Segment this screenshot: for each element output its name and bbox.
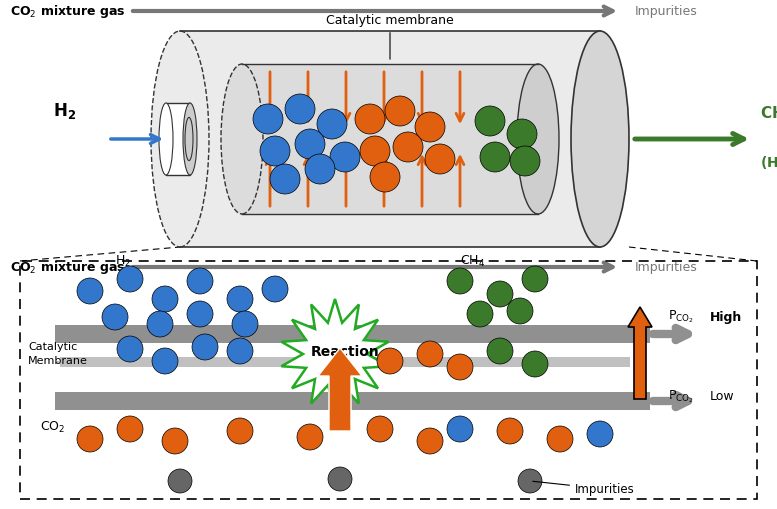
Circle shape — [330, 142, 360, 172]
Text: CO$_2$ mixture gas: CO$_2$ mixture gas — [10, 3, 126, 19]
Circle shape — [77, 426, 103, 452]
Circle shape — [117, 416, 143, 442]
Polygon shape — [242, 64, 538, 214]
Circle shape — [117, 336, 143, 362]
Polygon shape — [60, 357, 630, 367]
Circle shape — [192, 334, 218, 360]
Circle shape — [260, 136, 290, 166]
Text: $\mathbf{H_2}$: $\mathbf{H_2}$ — [54, 101, 77, 121]
Circle shape — [253, 104, 283, 134]
Circle shape — [475, 106, 505, 136]
Circle shape — [467, 301, 493, 327]
Circle shape — [317, 109, 347, 139]
Text: Catalytic: Catalytic — [28, 342, 77, 352]
Circle shape — [360, 136, 390, 166]
Circle shape — [393, 132, 423, 162]
Circle shape — [507, 119, 537, 149]
Text: CH$_4$: CH$_4$ — [460, 254, 485, 269]
FancyArrow shape — [628, 307, 652, 399]
Circle shape — [377, 348, 403, 374]
Polygon shape — [281, 299, 388, 409]
Circle shape — [522, 351, 548, 377]
Circle shape — [152, 348, 178, 374]
Text: CO$_2$ mixture gas: CO$_2$ mixture gas — [10, 259, 126, 275]
Text: Membrane: Membrane — [28, 356, 88, 366]
Circle shape — [295, 129, 325, 159]
Circle shape — [522, 266, 548, 292]
Circle shape — [262, 276, 288, 302]
Circle shape — [547, 426, 573, 452]
Text: Low: Low — [710, 390, 734, 404]
Text: Impurities: Impurities — [533, 482, 635, 495]
Text: Catalytic membrane: Catalytic membrane — [326, 14, 454, 59]
Text: Reaction: Reaction — [311, 345, 379, 359]
Circle shape — [487, 338, 513, 364]
Circle shape — [587, 421, 613, 447]
Text: Impurities: Impurities — [635, 5, 698, 17]
Circle shape — [147, 311, 173, 337]
Ellipse shape — [221, 64, 263, 214]
Circle shape — [187, 268, 213, 294]
Circle shape — [152, 286, 178, 312]
Ellipse shape — [183, 103, 197, 175]
Text: P$_{\mathregular{CO_2}}$: P$_{\mathregular{CO_2}}$ — [668, 389, 694, 405]
Text: H$_2$: H$_2$ — [115, 254, 131, 269]
Ellipse shape — [571, 31, 629, 247]
Circle shape — [518, 469, 542, 493]
Circle shape — [497, 418, 523, 444]
FancyArrow shape — [318, 348, 362, 431]
Circle shape — [232, 311, 258, 337]
Circle shape — [162, 428, 188, 454]
Circle shape — [117, 266, 143, 292]
Polygon shape — [55, 392, 650, 410]
Circle shape — [355, 104, 385, 134]
Circle shape — [417, 428, 443, 454]
Circle shape — [415, 112, 445, 142]
Circle shape — [510, 146, 540, 176]
Circle shape — [77, 278, 103, 304]
Polygon shape — [180, 31, 600, 247]
Circle shape — [417, 341, 443, 367]
Circle shape — [487, 281, 513, 307]
Circle shape — [227, 286, 253, 312]
Text: $\mathbf{CH_4}$: $\mathbf{CH_4}$ — [760, 104, 777, 123]
Circle shape — [285, 94, 315, 124]
Circle shape — [227, 338, 253, 364]
Text: Impurities: Impurities — [635, 261, 698, 273]
Circle shape — [367, 416, 393, 442]
Circle shape — [270, 164, 300, 194]
Circle shape — [187, 301, 213, 327]
Text: P$_{\mathregular{CO_2}}$: P$_{\mathregular{CO_2}}$ — [668, 309, 694, 325]
Circle shape — [102, 304, 128, 330]
Circle shape — [447, 354, 473, 380]
Ellipse shape — [517, 64, 559, 214]
Circle shape — [385, 96, 415, 126]
Circle shape — [328, 467, 352, 491]
Ellipse shape — [159, 103, 173, 175]
Text: $\mathbf{( H_2O )}$: $\mathbf{( H_2O )}$ — [760, 155, 777, 173]
Polygon shape — [55, 325, 650, 343]
Circle shape — [305, 154, 335, 184]
Ellipse shape — [151, 31, 209, 247]
Circle shape — [370, 162, 400, 192]
Circle shape — [168, 469, 192, 493]
Circle shape — [447, 268, 473, 294]
Circle shape — [480, 142, 510, 172]
Circle shape — [425, 144, 455, 174]
Circle shape — [447, 416, 473, 442]
Text: CO$_2$: CO$_2$ — [40, 419, 65, 435]
Polygon shape — [166, 103, 190, 175]
Circle shape — [507, 298, 533, 324]
Circle shape — [297, 424, 323, 450]
Circle shape — [227, 418, 253, 444]
Text: High: High — [710, 310, 742, 324]
